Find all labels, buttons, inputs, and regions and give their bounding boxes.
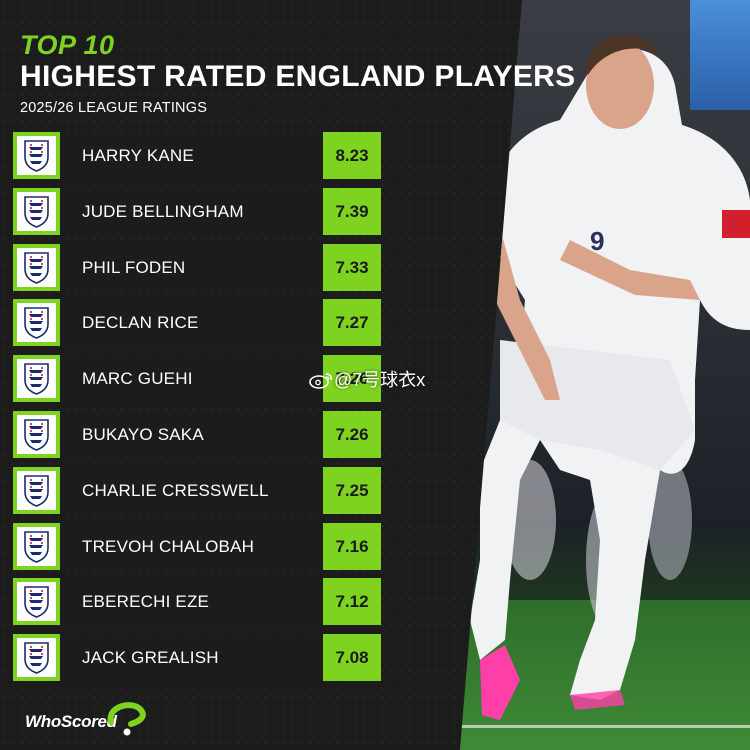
player-name: CHARLIE CRESSWELL bbox=[82, 480, 269, 500]
list-item: BUKAYO SAKA 7.26 bbox=[13, 410, 381, 458]
page-subtitle: 2025/26 LEAGUE RATINGS bbox=[20, 100, 208, 116]
page-title: HIGHEST RATED ENGLAND PLAYERS bbox=[20, 60, 576, 93]
list-item: PHIL FODEN 7.33 bbox=[13, 243, 381, 291]
player-name: JUDE BELLINGHAM bbox=[82, 201, 244, 221]
logo-text: WhoScored bbox=[25, 712, 117, 731]
england-crest-icon bbox=[13, 243, 60, 291]
top-label: TOP 10 bbox=[20, 30, 115, 60]
england-crest-icon bbox=[13, 578, 60, 626]
watermark-text: @7号球衣x bbox=[334, 370, 426, 390]
player-rating: 7.25 bbox=[323, 466, 381, 514]
player-rating: 7.26 bbox=[323, 410, 381, 458]
player-name: MARC GUEHI bbox=[82, 369, 193, 389]
england-crest-icon bbox=[13, 299, 60, 347]
watermark: @7号球衣x bbox=[308, 366, 425, 392]
ranking-list: HARRY KANE 8.23 JUDE BELLINGHAM 7.39 PHI… bbox=[13, 132, 381, 690]
player-name: HARRY KANE bbox=[82, 146, 194, 165]
player-rating: 8.23 bbox=[323, 132, 381, 179]
player-rating: 7.26 bbox=[323, 355, 381, 403]
list-item: HARRY KANE 8.23 bbox=[13, 132, 381, 179]
list-item: CHARLIE CRESSWELL 7.25 bbox=[13, 466, 381, 514]
england-crest-icon bbox=[13, 522, 60, 570]
player-name: JACK GREALISH bbox=[82, 648, 219, 668]
list-item: JACK GREALISH 7.08 bbox=[13, 634, 381, 682]
list-item: MARC GUEHI 7.26 bbox=[13, 355, 381, 403]
player-name: BUKAYO SAKA bbox=[82, 424, 204, 444]
list-item: TREVOH CHALOBAH 7.16 bbox=[13, 522, 381, 570]
player-name: PHIL FODEN bbox=[82, 257, 186, 277]
england-crest-icon bbox=[13, 355, 60, 403]
player-rating: 7.27 bbox=[323, 299, 381, 347]
england-crest-icon bbox=[13, 132, 60, 179]
header: TOP 10 HIGHEST RATED ENGLAND PLAYERS 202… bbox=[20, 30, 576, 117]
player-rating: 7.39 bbox=[323, 187, 381, 235]
england-crest-icon bbox=[13, 466, 60, 514]
whoscored-mark-icon bbox=[107, 702, 146, 736]
player-name: DECLAN RICE bbox=[82, 313, 199, 333]
player-name: EBERECHI EZE bbox=[82, 592, 210, 612]
list-item: DECLAN RICE 7.27 bbox=[13, 299, 381, 347]
weibo-icon bbox=[309, 373, 332, 389]
stadium-screen bbox=[690, 0, 750, 110]
player-name: TREVOH CHALOBAH bbox=[82, 536, 255, 556]
england-crest-icon bbox=[13, 634, 60, 682]
list-item: JUDE BELLINGHAM 7.39 bbox=[13, 187, 381, 235]
player-rating: 7.08 bbox=[323, 634, 381, 682]
svg-text:9: 9 bbox=[590, 226, 604, 256]
player-rating: 7.16 bbox=[323, 522, 381, 570]
england-crest-icon bbox=[13, 410, 60, 458]
england-crest-icon bbox=[13, 187, 60, 235]
list-item: EBERECHI EZE 7.12 bbox=[13, 578, 381, 626]
player-rating: 7.12 bbox=[323, 578, 381, 626]
player-rating: 7.33 bbox=[323, 243, 381, 291]
